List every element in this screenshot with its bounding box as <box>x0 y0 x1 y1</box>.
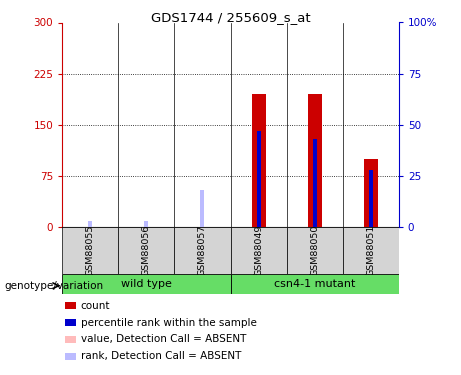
Text: GSM88057: GSM88057 <box>198 225 207 276</box>
Bar <box>307 94 322 227</box>
Bar <box>118 227 174 274</box>
Text: GSM88056: GSM88056 <box>142 225 151 276</box>
Bar <box>89 225 92 227</box>
Bar <box>313 139 317 227</box>
Text: GSM88051: GSM88051 <box>366 225 375 276</box>
Text: count: count <box>81 301 110 310</box>
Bar <box>201 224 204 227</box>
Bar <box>230 274 399 294</box>
Text: GDS1744 / 255609_s_at: GDS1744 / 255609_s_at <box>151 11 310 24</box>
Bar <box>287 227 343 274</box>
Text: genotype/variation: genotype/variation <box>5 281 104 291</box>
Bar <box>201 190 204 227</box>
Text: value, Detection Call = ABSENT: value, Detection Call = ABSENT <box>81 334 246 344</box>
Text: GSM88050: GSM88050 <box>310 225 319 276</box>
Text: csn4-1 mutant: csn4-1 mutant <box>274 279 355 289</box>
Bar <box>144 221 148 227</box>
Bar <box>62 227 118 274</box>
Bar <box>364 159 378 227</box>
Bar <box>369 170 372 227</box>
Bar <box>343 227 399 274</box>
Text: GSM88049: GSM88049 <box>254 225 263 276</box>
Text: wild type: wild type <box>121 279 172 289</box>
Bar <box>89 221 92 227</box>
Bar <box>230 227 287 274</box>
Bar <box>252 94 266 227</box>
Text: rank, Detection Call = ABSENT: rank, Detection Call = ABSENT <box>81 351 241 361</box>
Bar <box>174 227 230 274</box>
Text: percentile rank within the sample: percentile rank within the sample <box>81 318 257 327</box>
Bar <box>144 225 148 227</box>
Bar <box>62 274 230 294</box>
Text: GSM88055: GSM88055 <box>86 225 95 276</box>
Bar <box>257 131 260 227</box>
